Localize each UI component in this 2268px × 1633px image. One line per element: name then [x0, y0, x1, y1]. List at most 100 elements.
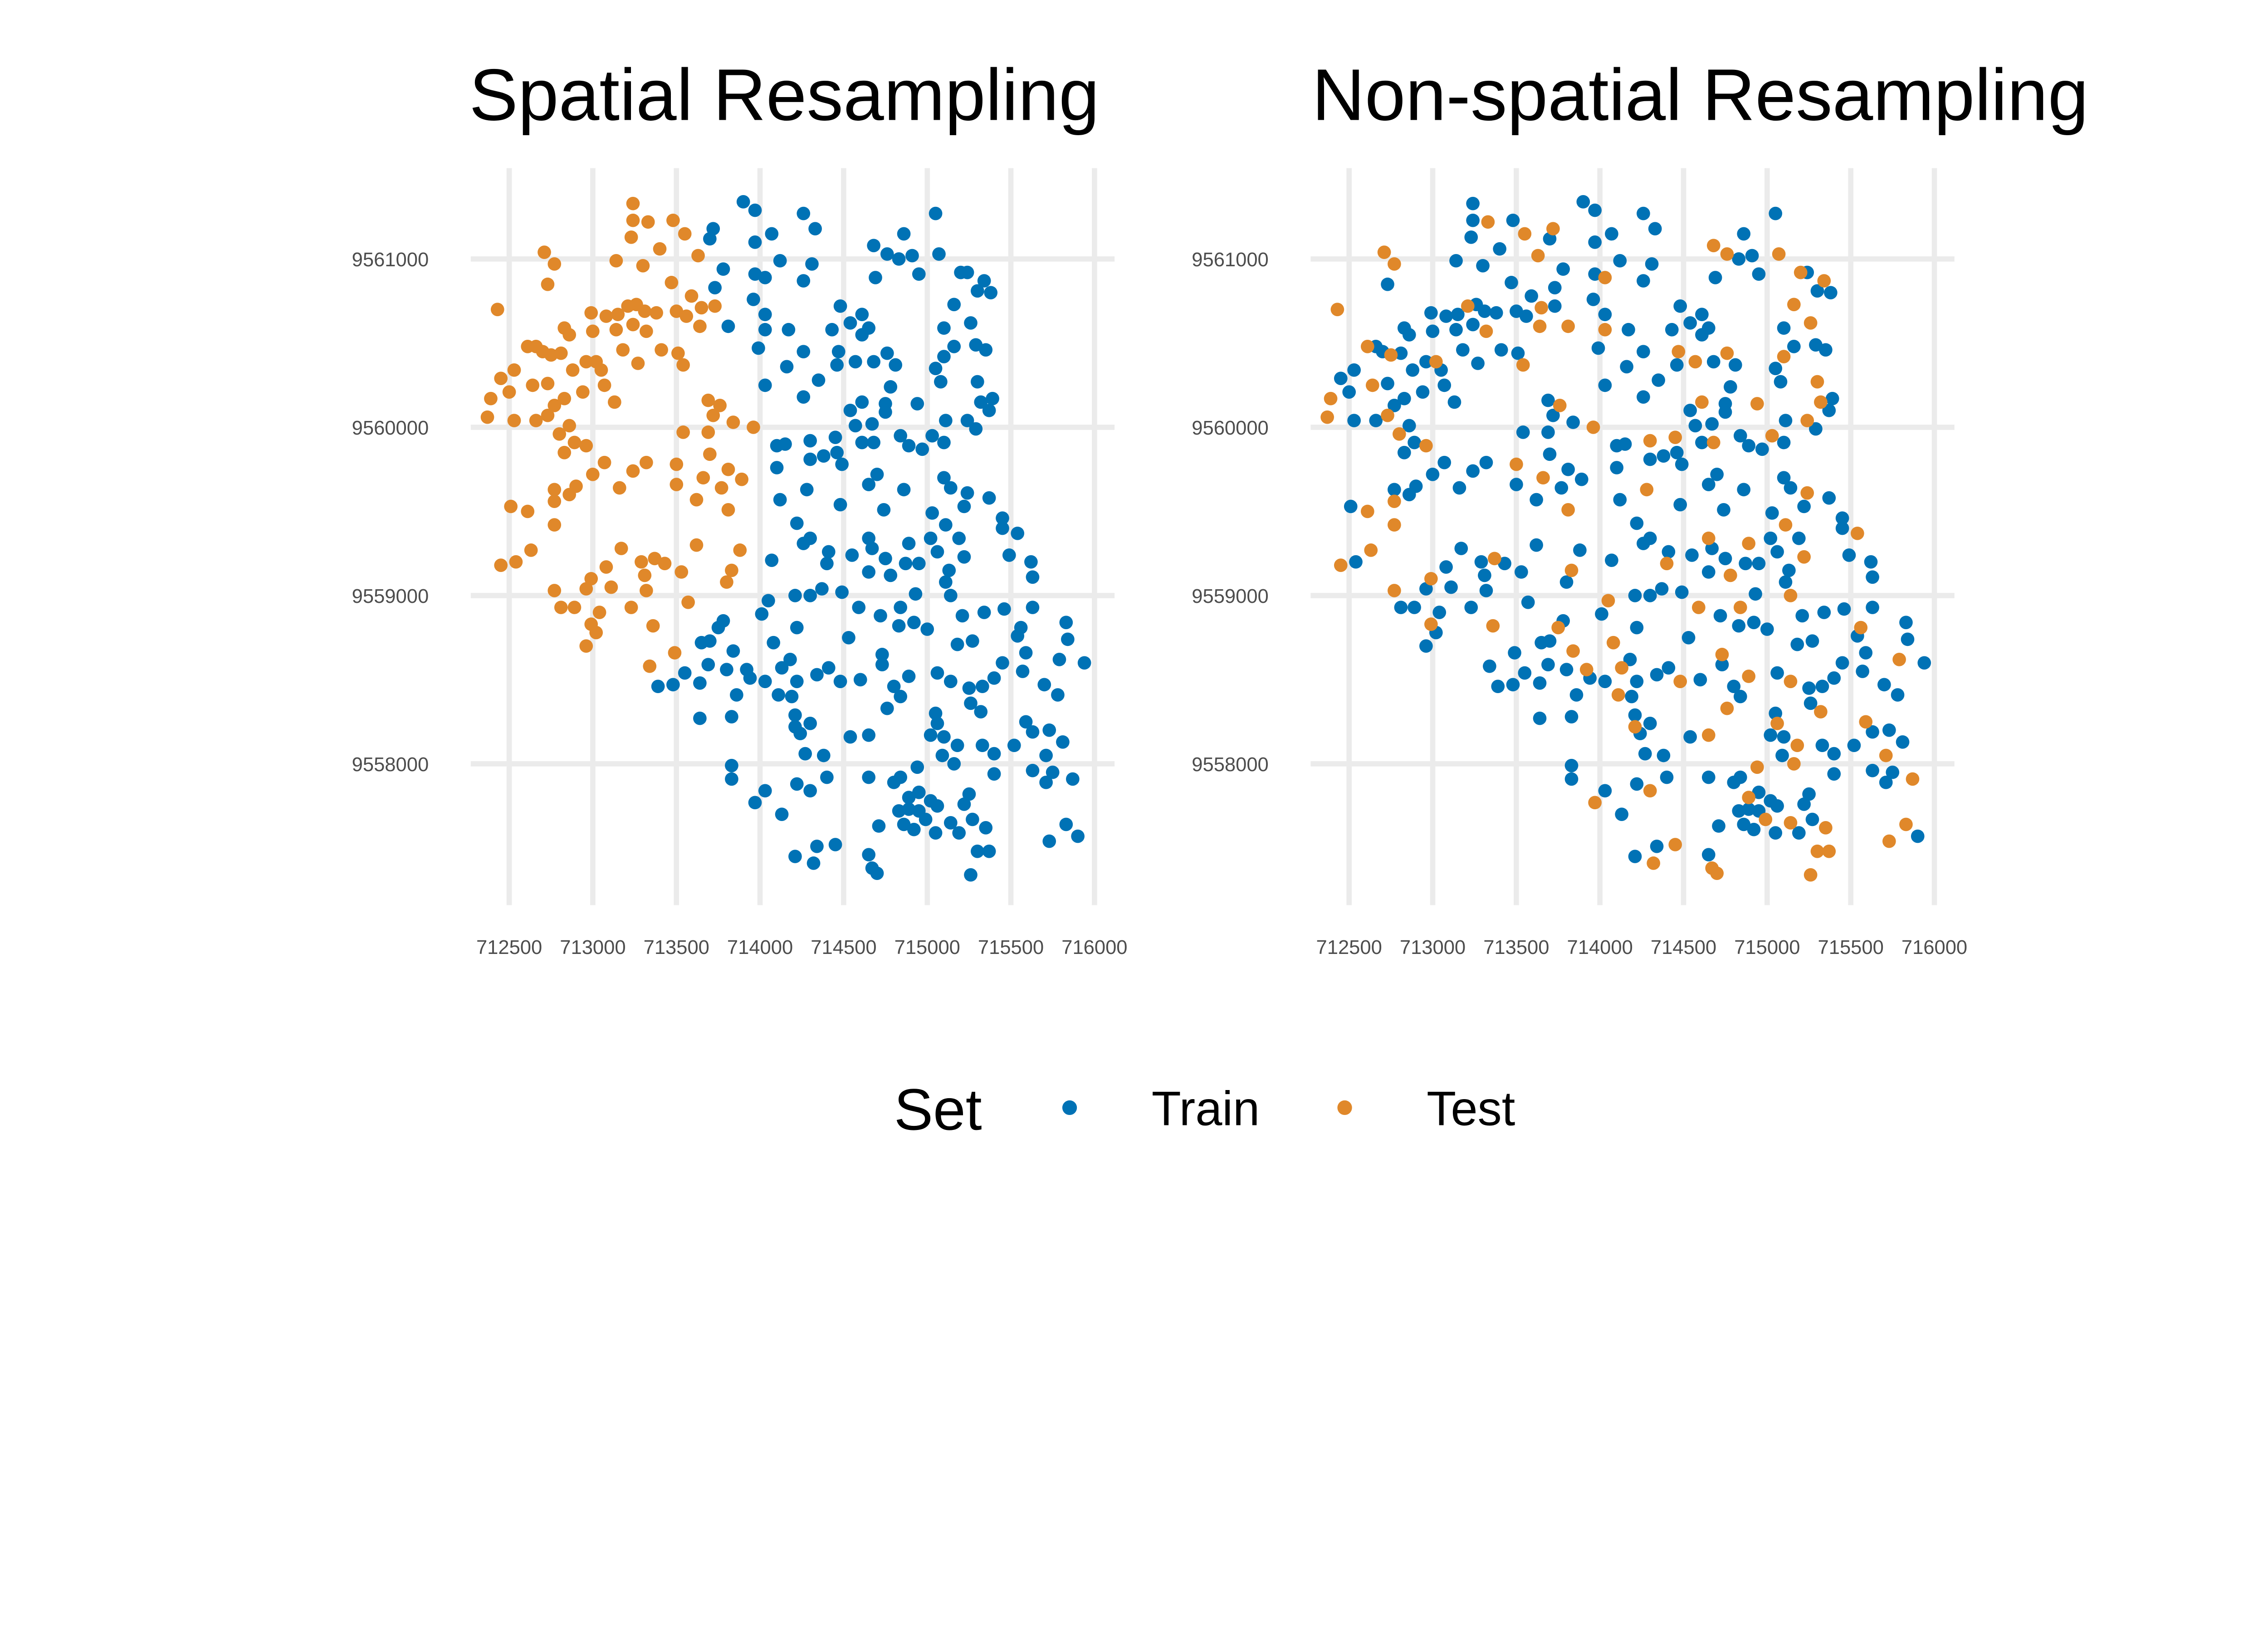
point-test: [720, 575, 733, 589]
point-test: [689, 493, 704, 507]
point-test: [541, 408, 555, 422]
point-train: [907, 822, 921, 836]
point-train: [1042, 834, 1056, 848]
point-train: [748, 796, 762, 810]
point-train: [1016, 665, 1030, 678]
point-train: [726, 644, 740, 658]
point-train: [1479, 584, 1493, 597]
point-train: [952, 531, 966, 545]
point-train: [1518, 666, 1532, 680]
point-train: [1605, 553, 1618, 567]
point-test: [646, 619, 660, 633]
point-train: [1002, 548, 1016, 562]
point-train: [937, 435, 951, 450]
point-train: [1493, 242, 1506, 256]
point-train: [950, 738, 964, 753]
point-train: [932, 247, 946, 261]
point-train: [666, 678, 680, 692]
point-train: [894, 429, 908, 443]
point-test: [1588, 796, 1602, 810]
point-train: [1706, 355, 1721, 369]
point-test: [1561, 319, 1575, 333]
point-test: [676, 425, 690, 439]
point-test: [1706, 239, 1721, 253]
point-train: [835, 457, 849, 471]
point-test: [599, 309, 613, 323]
point-train: [1760, 622, 1774, 636]
point-train: [1727, 680, 1741, 694]
panel-title: Spatial Resampling: [469, 54, 1099, 136]
point-test: [1706, 435, 1721, 450]
point-train: [716, 262, 730, 276]
point-test: [1794, 265, 1808, 279]
point-train: [1342, 385, 1356, 399]
point-train: [960, 486, 974, 500]
point-test: [670, 478, 684, 491]
point-train: [930, 666, 944, 680]
point-train: [960, 265, 974, 279]
point-train: [706, 222, 720, 236]
point-train: [803, 784, 817, 798]
point-test: [604, 580, 618, 594]
point-train: [952, 826, 966, 840]
point-test: [1324, 391, 1338, 406]
point-test: [1615, 661, 1628, 675]
point-test: [597, 455, 611, 469]
point-train: [957, 797, 971, 811]
point-test: [1536, 471, 1550, 485]
point-test: [562, 328, 577, 342]
x-tick-label: 712500: [1316, 937, 1382, 958]
point-train: [1792, 826, 1806, 840]
point-train: [785, 689, 799, 704]
point-train: [1569, 688, 1584, 702]
point-train: [1827, 767, 1841, 781]
point-test: [624, 601, 638, 614]
point-test: [579, 355, 593, 369]
point-test: [708, 299, 722, 313]
point-train: [1695, 435, 1709, 450]
point-train: [912, 804, 926, 818]
point-train: [1505, 276, 1518, 289]
point-test: [547, 518, 562, 532]
point-train: [820, 557, 834, 571]
point-train: [797, 206, 811, 220]
point-train: [1805, 812, 1819, 826]
point-test: [509, 555, 523, 569]
point-train: [743, 671, 757, 685]
point-test: [693, 319, 707, 333]
point-test: [626, 464, 640, 478]
point-train: [884, 380, 898, 394]
point-train: [937, 350, 951, 363]
point-test: [547, 399, 562, 412]
point-train: [765, 553, 779, 567]
point-test: [1535, 301, 1548, 315]
point-test: [1510, 457, 1523, 471]
point-train: [1739, 557, 1752, 571]
point-train: [1745, 249, 1759, 263]
point-train: [1479, 455, 1493, 469]
point-test: [1899, 817, 1913, 831]
point-train: [872, 819, 886, 833]
point-train: [1718, 405, 1732, 419]
point-test: [1640, 483, 1654, 497]
point-train: [862, 531, 876, 545]
point-train: [758, 784, 772, 798]
point-train: [775, 807, 789, 821]
point-train: [1637, 345, 1650, 358]
point-train: [924, 728, 938, 742]
point-train: [971, 284, 984, 298]
point-train: [1630, 777, 1644, 791]
y-tick-label: 9559000: [352, 586, 429, 607]
point-train: [835, 585, 849, 599]
point-train: [960, 414, 974, 427]
point-train: [920, 622, 934, 636]
point-test: [1850, 526, 1864, 540]
point-train: [1426, 324, 1440, 338]
x-tick-label: 714000: [727, 937, 793, 958]
point-test: [636, 259, 650, 273]
point-train: [1464, 230, 1478, 244]
point-test: [507, 363, 521, 377]
point-train: [947, 298, 961, 312]
point-train: [1397, 445, 1411, 460]
point-train: [855, 328, 869, 342]
